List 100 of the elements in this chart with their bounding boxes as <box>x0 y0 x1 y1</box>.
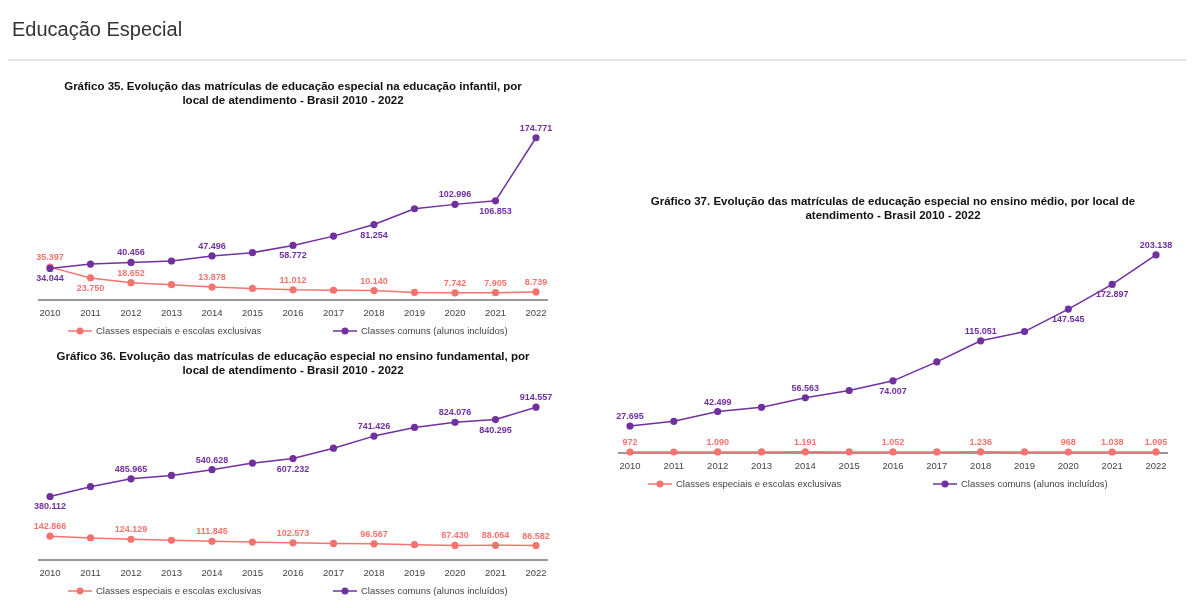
point <box>410 288 419 296</box>
data-label: 47.496 <box>198 240 226 251</box>
point <box>977 448 985 456</box>
point <box>208 252 216 260</box>
point <box>1152 448 1160 456</box>
point <box>127 535 135 543</box>
point <box>801 448 809 456</box>
x-tick-label: 2013 <box>160 567 183 578</box>
x-tick-label: 2014 <box>201 567 223 578</box>
point <box>167 536 176 544</box>
point <box>933 448 941 456</box>
data-label: 824.076 <box>438 407 472 418</box>
point <box>329 286 338 294</box>
point <box>1108 448 1116 456</box>
data-label: 23.750 <box>76 282 105 293</box>
point <box>248 249 257 257</box>
point <box>889 448 897 456</box>
point <box>532 288 540 296</box>
data-label: 203.138 <box>1139 239 1173 250</box>
data-label: 11.012 <box>279 274 307 285</box>
data-label: 81.254 <box>360 229 388 240</box>
point <box>127 475 135 483</box>
data-label: 172.897 <box>1095 289 1129 300</box>
legend-label: Classes comuns (alunos incluídos) <box>361 585 508 596</box>
x-tick-label: 2022 <box>525 567 547 578</box>
x-tick-label: 2010 <box>39 567 61 578</box>
x-tick-label: 2020 <box>444 307 466 318</box>
data-label: 102.996 <box>438 189 472 200</box>
point <box>451 541 459 549</box>
data-label: 1.038 <box>1100 436 1124 447</box>
x-tick-label: 2017 <box>926 460 948 471</box>
point <box>757 448 766 456</box>
data-label: 540.628 <box>195 454 229 465</box>
point <box>329 444 338 452</box>
data-label: 88.064 <box>481 530 510 541</box>
data-label: 607.232 <box>276 463 310 474</box>
data-label: 1.090 <box>706 436 729 447</box>
point <box>1064 448 1072 456</box>
point <box>714 448 722 456</box>
x-tick-label: 2011 <box>80 307 101 318</box>
x-tick-label: 2015 <box>241 307 264 318</box>
x-tick-label: 2016 <box>882 460 904 471</box>
x-tick-label: 2021 <box>484 307 507 318</box>
data-label: 86.582 <box>522 530 550 541</box>
x-tick-label: 2013 <box>750 460 773 471</box>
point <box>670 448 678 456</box>
data-label: 1.191 <box>794 436 817 447</box>
data-label: 42.499 <box>703 396 732 407</box>
legend-label: Classes comuns (alunos incluídos) <box>961 478 1108 489</box>
x-tick-label: 2021 <box>484 567 507 578</box>
data-label: 124.129 <box>114 524 148 535</box>
point <box>626 422 634 430</box>
point <box>532 541 540 550</box>
data-label: 13.878 <box>198 272 226 283</box>
data-label: 741.426 <box>357 421 391 432</box>
data-label: 96.567 <box>360 528 388 539</box>
x-tick-label: 2018 <box>970 460 992 471</box>
x-tick-label: 2021 <box>1101 460 1123 471</box>
legend-label: Classes especiais e escolas exclusivas <box>96 325 262 336</box>
data-label: 7.742 <box>443 277 467 288</box>
data-label: 968 <box>1060 437 1076 448</box>
point <box>208 283 216 291</box>
point <box>289 454 297 463</box>
legend-label: Classes comuns (alunos incluídos) <box>361 325 508 336</box>
point <box>329 539 338 548</box>
point <box>933 358 941 366</box>
x-tick-label: 2018 <box>363 567 385 578</box>
point <box>491 541 500 549</box>
data-label: 174.771 <box>519 122 553 133</box>
point <box>410 423 419 432</box>
x-tick-label: 2011 <box>663 460 685 471</box>
point <box>451 200 459 208</box>
point <box>86 534 95 542</box>
point <box>532 403 540 411</box>
point <box>714 407 722 416</box>
point <box>451 418 459 426</box>
x-tick-label: 2012 <box>120 307 142 318</box>
point <box>845 386 853 395</box>
x-tick-label: 2019 <box>1013 460 1036 471</box>
chart-title: Gráfico 37. Evolução das matrículas de educação especial no ensino médio, por local de atendimento - Brasil 2010 - 2022 <box>650 195 1136 221</box>
point <box>370 432 378 440</box>
point <box>167 281 176 289</box>
data-label: 35.397 <box>36 252 64 263</box>
data-label: 111.845 <box>196 526 228 537</box>
x-tick-label: 2015 <box>241 567 264 578</box>
point <box>491 415 500 424</box>
point <box>289 286 297 294</box>
point <box>1020 448 1029 456</box>
point <box>248 459 257 467</box>
x-tick-label: 2015 <box>838 460 860 471</box>
x-tick-label: 2020 <box>1057 460 1079 471</box>
point <box>977 337 985 345</box>
data-label: 485.965 <box>114 463 148 474</box>
data-label: 40.456 <box>117 247 145 258</box>
data-label: 7.905 <box>484 277 507 288</box>
x-tick-label: 2019 <box>403 307 426 318</box>
data-label: 27.695 <box>616 410 644 421</box>
data-label: 840.295 <box>479 424 512 435</box>
x-tick-label: 2022 <box>525 307 547 318</box>
data-label: 142.866 <box>33 521 67 532</box>
